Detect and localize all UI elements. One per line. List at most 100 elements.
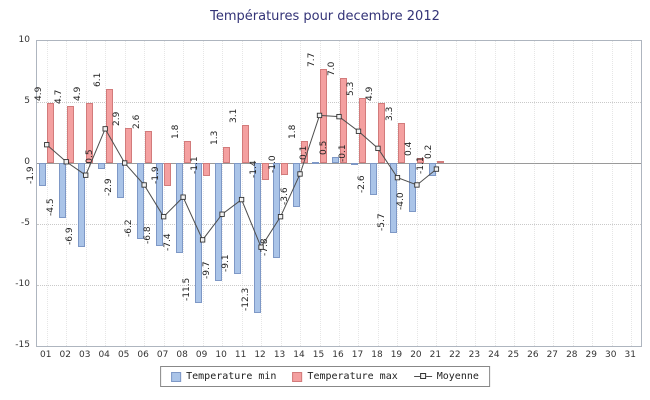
bar-temperature-max (358, 98, 366, 163)
bar-value-label: 1.8 (287, 124, 298, 140)
vertical-gridline (163, 41, 165, 346)
vertical-gridline (494, 41, 496, 346)
bar-temperature-max (222, 147, 230, 163)
x-tick-label: 01 (40, 350, 52, 360)
bar-value-label: 7.7 (307, 52, 318, 68)
bar-value-label: 4.7 (53, 89, 64, 104)
x-tick-label: 11 (234, 350, 247, 360)
x-tick-label: 07 (156, 350, 169, 360)
bar-value-label: 0.5 (318, 140, 329, 155)
vertical-gridline (475, 41, 477, 346)
bar-value-label: 3.3 (384, 106, 395, 121)
bar-value-label: -1.9 (26, 166, 37, 185)
x-tick-label: 14 (293, 350, 305, 360)
x-tick-label: 18 (371, 350, 383, 360)
y-tick-label: -10 (15, 279, 30, 289)
x-tick-label: 27 (546, 350, 559, 360)
horizontal-gridline (37, 102, 641, 103)
legend-label-moyenne: Moyenne (436, 371, 479, 382)
bar-value-label: 7.0 (326, 61, 337, 76)
x-tick-label: 23 (468, 350, 481, 360)
vertical-gridline (436, 41, 438, 346)
bar-value-label: -1.4 (248, 160, 259, 179)
x-tick-label: 29 (585, 350, 597, 360)
bar-value-label: -2.9 (104, 178, 115, 197)
bar-value-label: -0.5 (84, 149, 95, 168)
x-tick-label: 28 (566, 350, 578, 360)
x-tick-label: 03 (78, 350, 91, 360)
bar-value-label: 2.9 (112, 111, 123, 126)
vertical-gridline (553, 41, 555, 346)
vertical-gridline (416, 41, 418, 346)
bar-value-label: -11.5 (182, 278, 193, 302)
y-tick-label: 10 (18, 35, 30, 45)
x-tick-label: 30 (605, 350, 617, 360)
bar-value-label: -1.1 (190, 156, 201, 175)
x-tick-label: 21 (429, 350, 442, 360)
bar-value-label: 3.1 (229, 108, 240, 124)
bar-value-label: -6.2 (123, 219, 134, 237)
x-tick-label: 16 (332, 350, 344, 360)
y-tick-label: -15 (15, 340, 30, 350)
plot-area: -1.9 4.9 -4.5 4.7 -6.9 4.9 -0.5 6.1 -2.9 2.9 -6.2 2… (26, 40, 642, 347)
y-tick-label: -5 (21, 218, 30, 228)
legend-item-moyenne: Moyenne (413, 371, 479, 382)
bar-value-label: -6.8 (143, 226, 154, 244)
vertical-gridline (514, 41, 516, 346)
vertical-gridline (261, 41, 263, 346)
bar-value-label: 6.1 (92, 72, 103, 87)
vertical-gridline (455, 41, 457, 346)
vertical-gridline (592, 41, 594, 346)
bar-temperature-min (175, 163, 183, 254)
bar-temperature-min (195, 163, 203, 304)
vertical-gridline (66, 41, 68, 346)
bar-temperature-min (292, 163, 300, 207)
bar-value-label: -7.8 (260, 238, 271, 257)
x-tick-label: 15 (312, 350, 325, 360)
bar-value-label: -4.5 (45, 198, 56, 216)
vertical-gridline (631, 41, 633, 346)
x-tick-label: 09 (195, 350, 208, 360)
bar-value-label: 4.9 (365, 86, 376, 102)
vertical-gridline (572, 41, 574, 346)
vertical-gridline (358, 41, 360, 346)
vertical-gridline (377, 41, 379, 346)
x-tick-label: 12 (254, 350, 266, 360)
bar-temperature-min (97, 163, 105, 170)
x-tick-label: 13 (273, 350, 286, 360)
vertical-gridline (533, 41, 535, 346)
bar-value-label: -2.6 (357, 175, 368, 193)
bar-value-label: 4.9 (73, 86, 84, 102)
x-tick-label: 02 (59, 350, 71, 360)
legend: Temperature min Temperature max Moyenne (160, 366, 490, 387)
bar-value-label: -1.0 (268, 155, 279, 174)
vertical-gridline (46, 41, 48, 346)
bar-temperature-max (281, 163, 289, 176)
legend-item-temperature-min: Temperature min (171, 371, 276, 382)
bar-value-label: -5.7 (376, 212, 387, 231)
x-tick-label: 17 (351, 350, 364, 360)
y-tick-label: 0 (24, 157, 30, 167)
y-tick-label: 5 (24, 96, 30, 106)
x-tick-label: 05 (117, 350, 130, 360)
bar-temperature-min (39, 163, 47, 187)
vertical-gridline (144, 41, 146, 346)
bar-temperature-max (47, 103, 55, 163)
x-tick-label: 31 (624, 350, 636, 360)
bar-temperature-min (370, 163, 378, 195)
bar-value-label: -9.1 (221, 254, 232, 273)
bar-temperature-min (350, 163, 358, 165)
bar-value-label: 5.3 (345, 82, 356, 97)
bar-value-label: -1.9 (151, 166, 162, 185)
bar-temperature-max (242, 125, 250, 163)
legend-line-marker-icon (413, 371, 432, 382)
bar-temperature-max (125, 127, 133, 163)
bar-value-label: 1.3 (209, 130, 220, 146)
bar-value-label: -6.9 (65, 227, 76, 246)
legend-label-max: Temperature max (307, 371, 398, 382)
bar-value-label: 0.1 (299, 145, 310, 160)
bar-value-label: -7.4 (162, 233, 173, 252)
bar-temperature-min (58, 163, 66, 218)
legend-item-temperature-max: Temperature max (292, 371, 398, 382)
x-tick-label: 20 (410, 350, 422, 360)
